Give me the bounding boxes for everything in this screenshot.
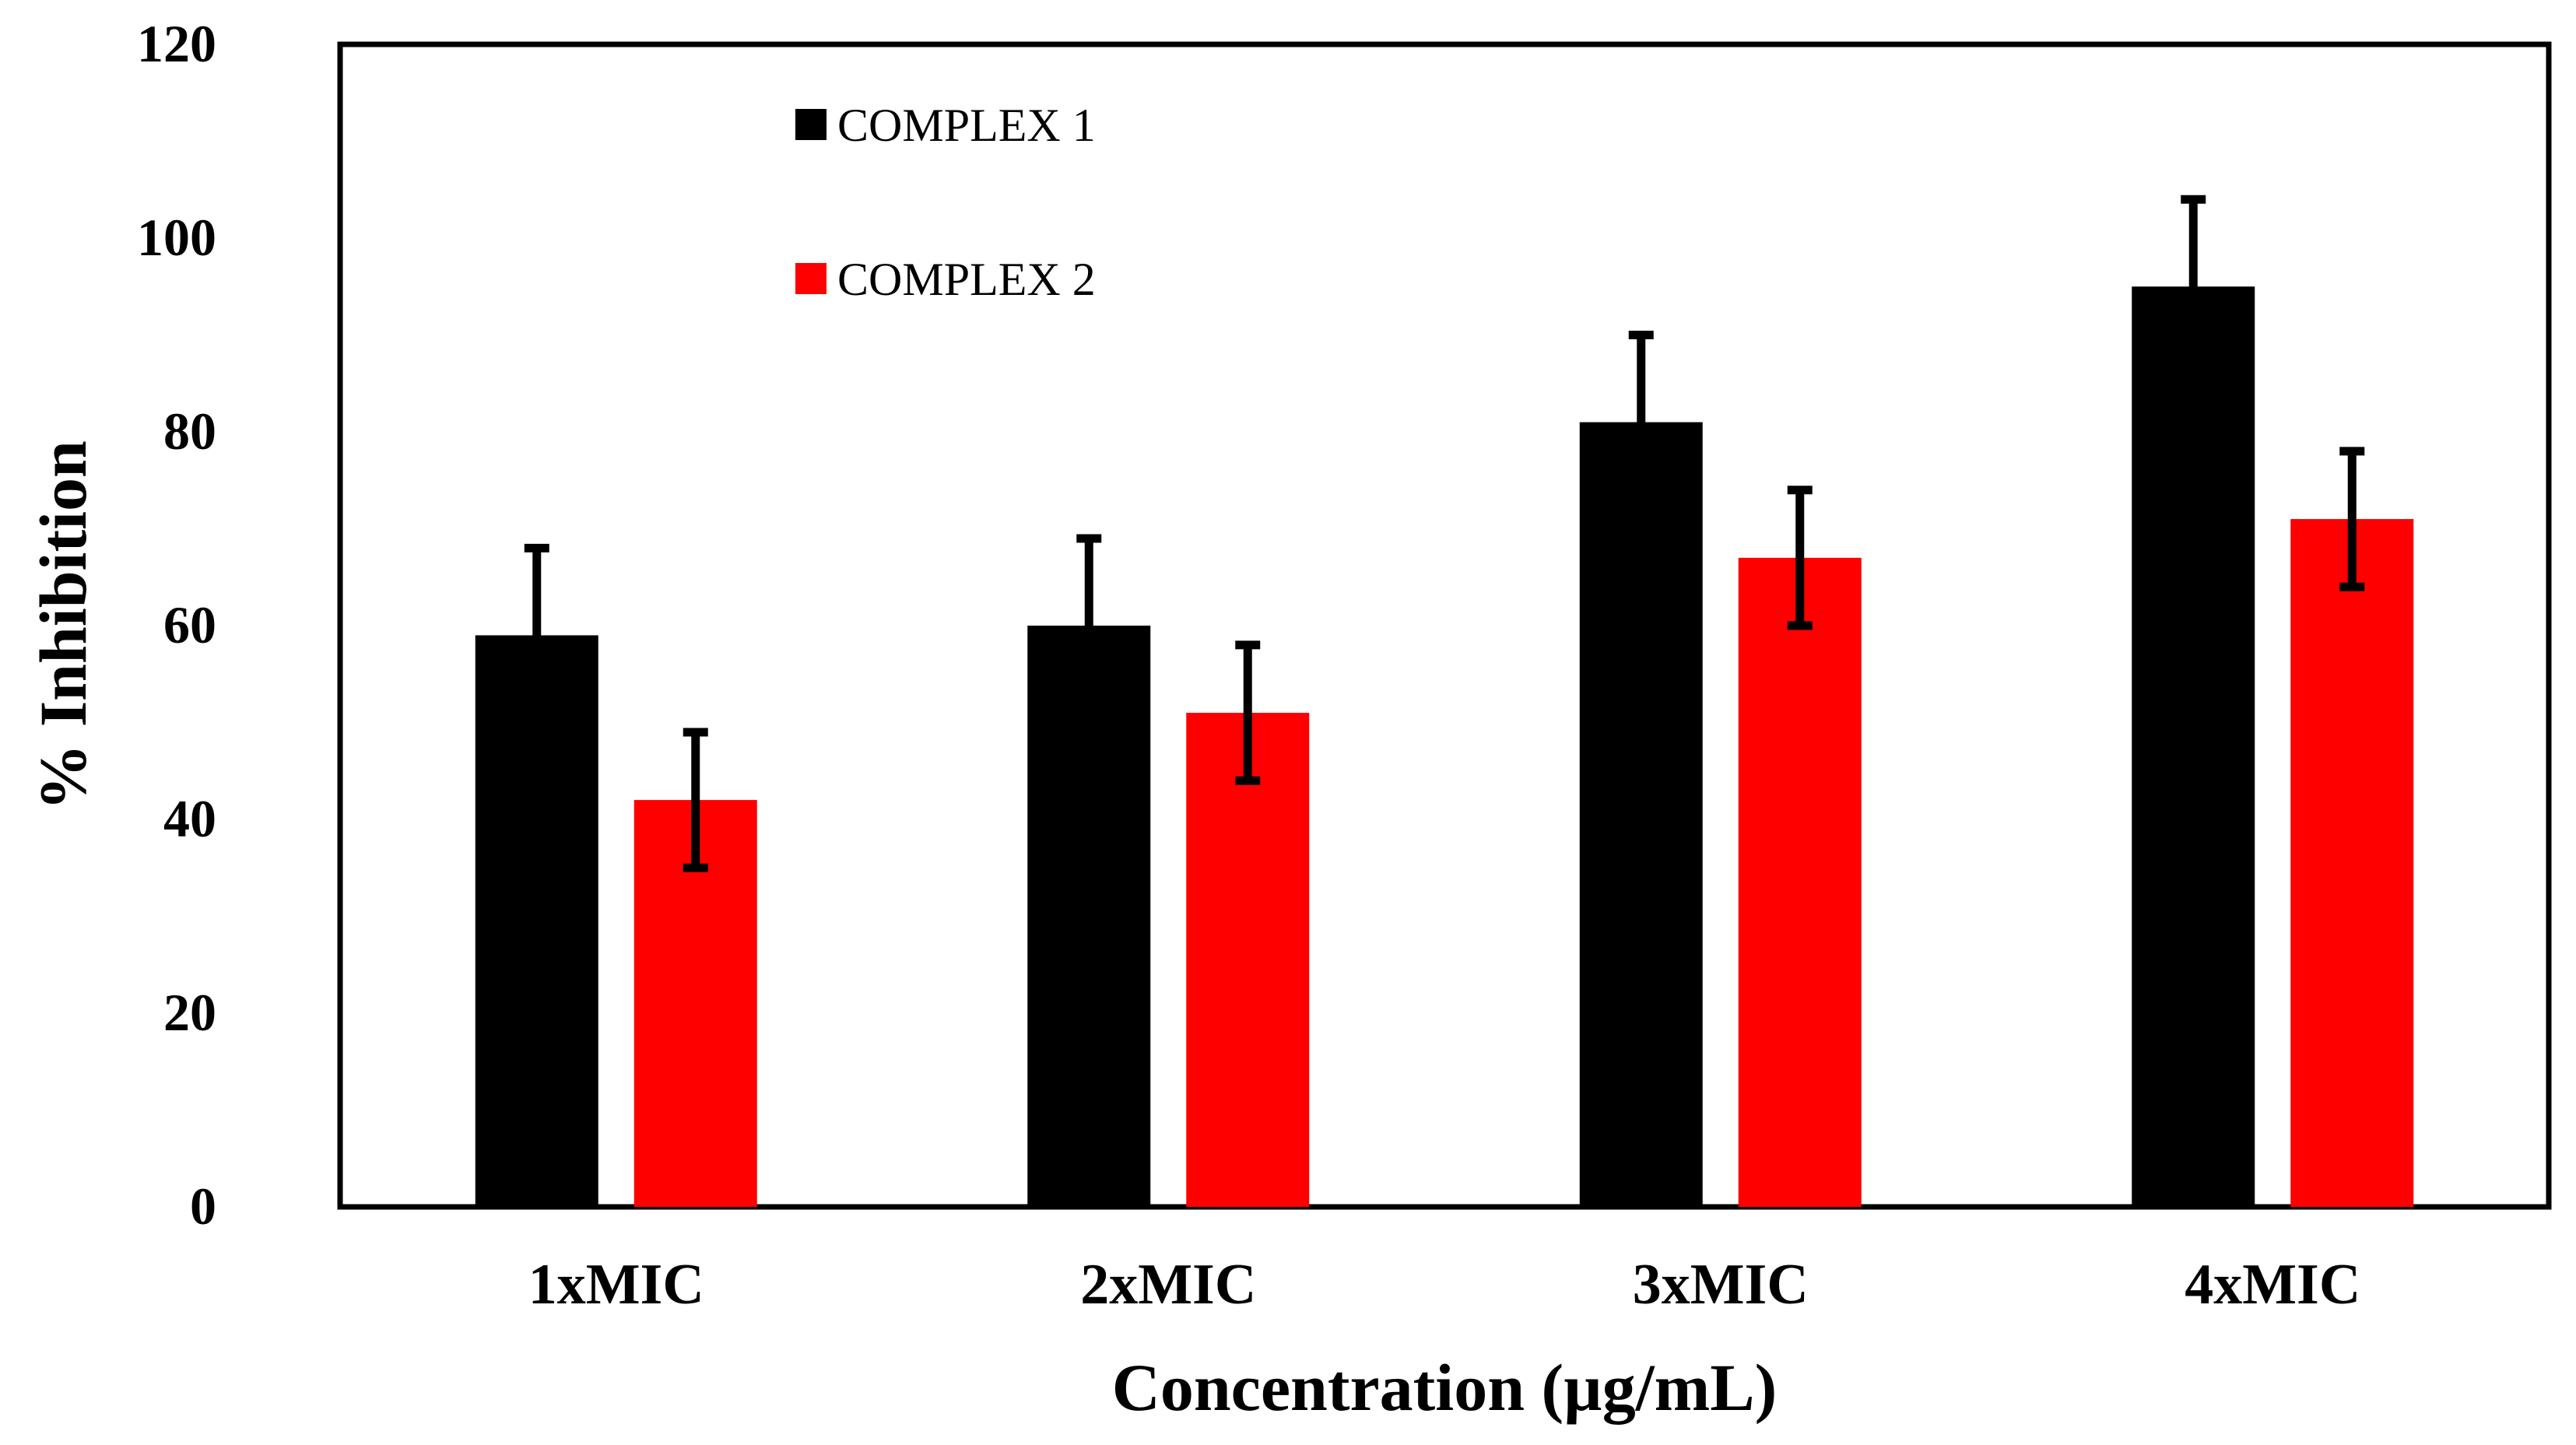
y-tick-label: 40: [163, 789, 216, 848]
legend-swatch-complex-2: [795, 263, 826, 294]
legend: COMPLEX 1 COMPLEX 2: [795, 100, 1096, 305]
bars-layer: [475, 286, 2414, 1207]
y-tick-label: 80: [163, 402, 216, 461]
x-category-label: 2xMIC: [1080, 1253, 1256, 1317]
y-tick-label: 100: [137, 208, 216, 267]
y-tick-label: 60: [163, 595, 216, 654]
x-axis-categories: 1xMIC 2xMIC 3xMIC 4xMIC: [528, 1253, 2361, 1317]
legend-label: COMPLEX 2: [837, 254, 1096, 305]
y-tick-label: 120: [137, 14, 216, 73]
y-tick-label: 0: [190, 1177, 216, 1236]
bar-complex-1-3xmic: [1579, 422, 1703, 1207]
bar-complex-2-2xmic: [1186, 713, 1310, 1207]
y-axis-ticks: 0 20 40 60 80 100 120: [137, 14, 216, 1236]
x-axis-title: Concentration (µg/mL): [1112, 1350, 1778, 1425]
bar-complex-1-1xmic: [475, 635, 598, 1207]
legend-label: COMPLEX 1: [837, 100, 1096, 151]
error-bars-layer: [524, 195, 2365, 872]
y-tick-label: 20: [163, 983, 216, 1042]
bar-complex-1-2xmic: [1027, 626, 1151, 1207]
x-category-label: 3xMIC: [1633, 1253, 1809, 1317]
legend-swatch-complex-1: [795, 109, 826, 140]
bar-complex-1-4xmic: [2132, 286, 2255, 1207]
bar-complex-2-3xmic: [1738, 557, 1862, 1207]
bar-complex-2-4xmic: [2290, 519, 2414, 1207]
x-category-label: 4xMIC: [2185, 1253, 2360, 1317]
x-category-label: 1xMIC: [528, 1253, 704, 1317]
y-axis-title: % Inhibition: [26, 440, 100, 811]
